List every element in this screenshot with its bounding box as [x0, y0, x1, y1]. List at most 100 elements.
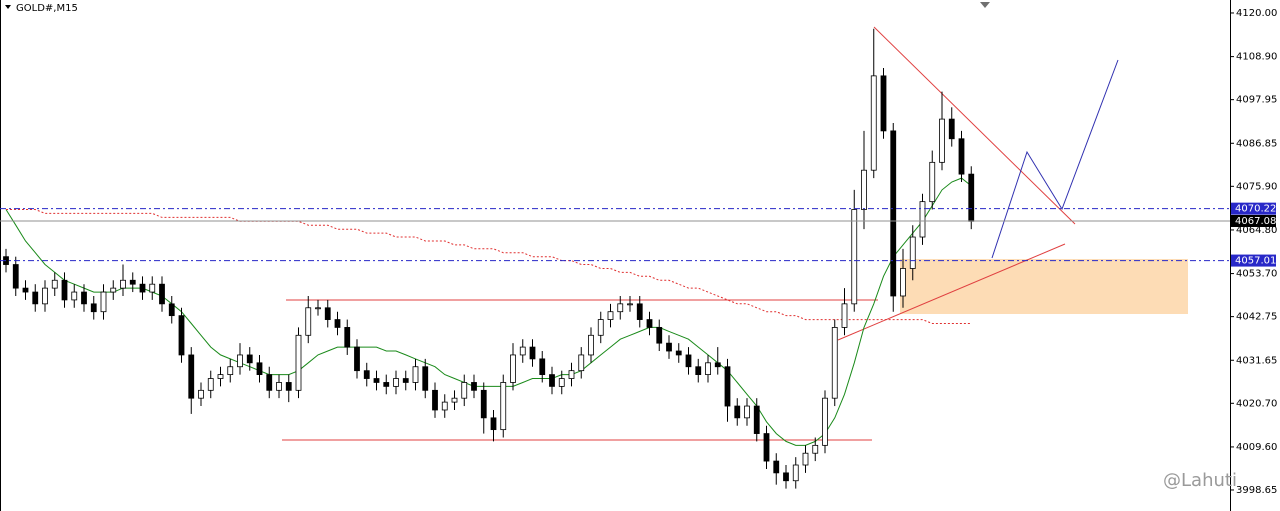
y-tick-label: 4108.90: [1236, 52, 1277, 63]
y-tick-label: 4064.80: [1236, 225, 1277, 236]
candle-body: [276, 382, 282, 391]
candle-body: [246, 354, 253, 364]
candle-body: [607, 311, 614, 320]
candle-body: [695, 366, 702, 376]
price-label: 4070.22: [1235, 204, 1276, 215]
candle-body: [724, 366, 731, 407]
moving-average: [5, 177, 972, 446]
candle-body: [227, 366, 234, 376]
candle-body: [168, 303, 175, 317]
candle-body: [812, 444, 819, 454]
y-tick-label: 4009.60: [1236, 442, 1277, 453]
y-tick-label: 4042.75: [1236, 312, 1277, 323]
price-label-bg: [1231, 254, 1276, 267]
y-tick-label: 4031.65: [1236, 355, 1277, 366]
projection-path: [991, 59, 1119, 259]
trendline-lower: [837, 243, 1066, 341]
candle-body: [354, 346, 360, 372]
candle-body: [666, 342, 672, 352]
candle-body: [636, 303, 643, 320]
candle-body: [237, 354, 243, 368]
candle-body: [929, 161, 936, 203]
candle-body: [159, 283, 165, 305]
candle-body: [22, 287, 29, 293]
candle-body: [568, 370, 575, 379]
price-label-bg: [1231, 202, 1276, 215]
candle-body: [120, 279, 126, 289]
candle-body: [256, 362, 263, 376]
price-label-bg: [1231, 214, 1276, 227]
candle-body: [285, 382, 292, 391]
candle-body: [412, 366, 419, 383]
candle-body: [129, 279, 136, 285]
candle-body: [217, 374, 224, 379]
candle-body: [909, 236, 916, 269]
candle-body: [558, 378, 565, 387]
candle-body: [597, 319, 604, 336]
candle-body: [110, 287, 117, 293]
candle-body: [334, 319, 341, 328]
candle-body: [315, 307, 321, 310]
candle-body: [383, 382, 390, 387]
demand-zone: [900, 259, 1188, 314]
y-tick-label: 4075.90: [1236, 181, 1277, 192]
candle-body: [149, 283, 156, 293]
candle-body: [890, 130, 897, 297]
candle-body: [958, 138, 965, 175]
plot-area: 4120.00 4108.90 4097.95 4086.85 4075.90 4064.…: [0, 8, 1277, 496]
candle-body: [198, 389, 204, 399]
candle-body: [324, 307, 331, 320]
candle-body: [461, 382, 468, 399]
candle-body: [490, 417, 497, 431]
candle-body: [578, 354, 585, 372]
candle-body: [948, 118, 955, 140]
candle-body: [393, 378, 399, 387]
candle-body: [81, 291, 87, 305]
candle-body: [295, 334, 302, 391]
y-tick-label: 4120.00: [1236, 8, 1277, 19]
candle-body: [451, 397, 458, 403]
candle-body: [100, 291, 107, 313]
candle-body: [207, 378, 214, 391]
candle-body: [32, 291, 39, 305]
candle-body: [773, 460, 780, 474]
candle-body: [188, 354, 195, 399]
candle-body: [500, 382, 507, 431]
candle-body: [656, 327, 663, 344]
menu-arrow[interactable]: [5, 5, 11, 9]
candle-body: [549, 374, 555, 387]
shift-marker: [980, 2, 990, 8]
candle-body: [627, 303, 633, 306]
candle-body: [968, 173, 975, 222]
candle-body: [471, 382, 477, 391]
candle-body: [861, 169, 867, 210]
candle-body: [422, 366, 429, 391]
candle-body: [588, 334, 594, 356]
candle-body: [744, 405, 750, 419]
chart-title: GOLD#,M15: [16, 3, 78, 14]
candle-body: [675, 350, 682, 356]
candle-body: [12, 264, 19, 289]
trendline-upper: [873, 26, 1076, 225]
y-tick-label: 4053.70: [1236, 269, 1277, 280]
y-tick-label: 4097.95: [1236, 95, 1277, 106]
candle-body: [51, 279, 58, 289]
candle-body: [841, 303, 848, 328]
candle-body: [344, 327, 351, 348]
candle-body: [792, 464, 799, 482]
candle-body: [402, 378, 409, 383]
candle-body: [753, 405, 760, 434]
y-tick-label: 3998.65: [1236, 485, 1277, 496]
candle-body: [851, 209, 858, 305]
moving-average: [6, 209, 972, 324]
candle-body: [529, 346, 536, 360]
candle-body: [373, 378, 380, 383]
candle-body: [919, 201, 926, 238]
watermark: @Lahuti: [1163, 470, 1237, 491]
candle-body: [734, 405, 741, 419]
candle-body: [519, 346, 526, 356]
y-tick-label: 4020.70: [1236, 398, 1277, 409]
candle-body: [432, 389, 438, 411]
